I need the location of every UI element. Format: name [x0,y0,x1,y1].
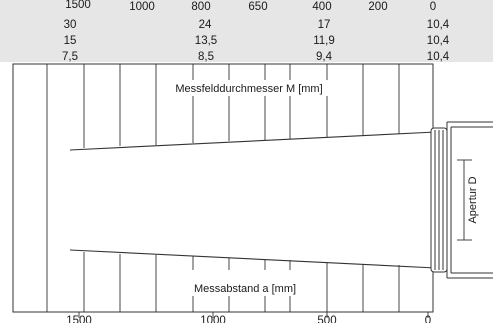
beam-upper-edge [69,131,437,151]
top-tick-0: 0 [430,1,436,13]
distance-label: Messabstand a [mm] [194,283,296,295]
spot-row-2-value: 11,9 [313,35,335,47]
spot-row-1: 30 24 17 10,4 [64,19,450,31]
label-backdrop [180,280,310,296]
bottom-tick-500: 500 [317,315,336,323]
spot-row-2: 15 13,5 11,9 10,4 [64,35,450,47]
spot-row-2-value: 13,5 [195,35,217,47]
bottom-tick-1000: 1000 [200,315,226,323]
bottom-axis-ticks [78,312,429,318]
diagram-frame [12,63,434,313]
sensor-housing [430,121,493,279]
spot-diameter-label: Messfelddurchmesser M [mm] [175,83,322,95]
sensor-body-inner [450,126,493,274]
top-tick-200: 200 [368,1,387,13]
spot-row-1-value: 24 [199,19,212,31]
spot-row-1-value: 30 [64,19,77,31]
label-backdrop [161,80,336,96]
spot-row-2-value: 15 [64,35,77,47]
top-tick-1000: 1000 [129,1,155,13]
top-tick-800: 800 [191,1,210,13]
aperture-dimension [457,159,472,241]
spot-row-3-value: 8,5 [198,51,214,63]
spot-row-2-value: 10,4 [427,35,450,47]
sensor-body [446,121,493,279]
bottom-tick-0: 0 [425,315,431,323]
top-tick-400: 400 [312,1,331,13]
spot-row-1-value: 10,4 [427,19,450,31]
spot-row-3-value: 10,4 [427,51,450,63]
beam-lower-edge [69,249,437,269]
spot-row-3: 7,5 8,5 9,4 10,4 [62,51,450,63]
top-scale-row: 1500 1000 800 650 400 200 0 [65,0,436,13]
bottom-tick-1500: 1500 [66,315,92,323]
top-tick-650: 650 [248,1,267,13]
aperture-label: Apertur D [467,176,479,223]
value-table-band [0,0,493,62]
distance-grid-lines [46,64,400,312]
spot-row-1-value: 17 [318,19,331,31]
spot-row-3-value: 7,5 [62,51,78,63]
top-tick-1500: 1500 [65,0,91,11]
spot-row-3-value: 9,4 [316,51,333,63]
